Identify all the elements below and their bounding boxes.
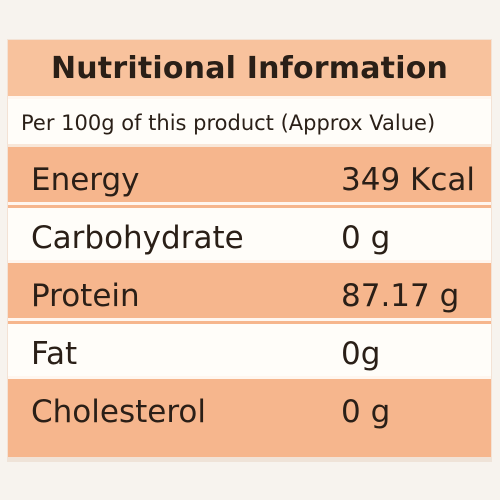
label-bottom-edge bbox=[7, 458, 492, 462]
serving-basis-row: Per 100g of this product (Approx Value) bbox=[8, 99, 491, 147]
nutrient-value: 349 Kcal bbox=[341, 162, 476, 198]
nutrition-title: Nutritional Information bbox=[50, 51, 449, 86]
nutrient-name: Cholesterol bbox=[31, 394, 206, 430]
nutrient-row-carbohydrate: Carbohydrate 0 g bbox=[8, 208, 491, 263]
nutrient-value: 0 g bbox=[341, 220, 391, 256]
nutrition-title-row: Nutritional Information bbox=[8, 40, 491, 99]
serving-basis-text: Per 100g of this product (Approx Value) bbox=[21, 111, 436, 135]
nutrient-name: Protein bbox=[31, 278, 140, 314]
nutrient-row-energy: Energy 349 Kcal bbox=[8, 150, 491, 205]
nutrient-name: Carbohydrate bbox=[31, 220, 244, 256]
nutrient-row-fat: Fat 0g bbox=[8, 324, 491, 379]
nutrient-name: Energy bbox=[31, 162, 140, 198]
nutrition-label: Nutritional Information Per 100g of this… bbox=[7, 39, 492, 458]
nutrient-value: 0g bbox=[341, 336, 381, 372]
nutrient-row-cholesterol: Cholesterol 0 g bbox=[8, 382, 491, 457]
nutrient-value: 87.17 g bbox=[341, 278, 460, 314]
nutrient-name: Fat bbox=[31, 336, 78, 372]
nutrient-value: 0 g bbox=[341, 394, 391, 430]
nutrient-row-protein: Protein 87.17 g bbox=[8, 266, 491, 321]
